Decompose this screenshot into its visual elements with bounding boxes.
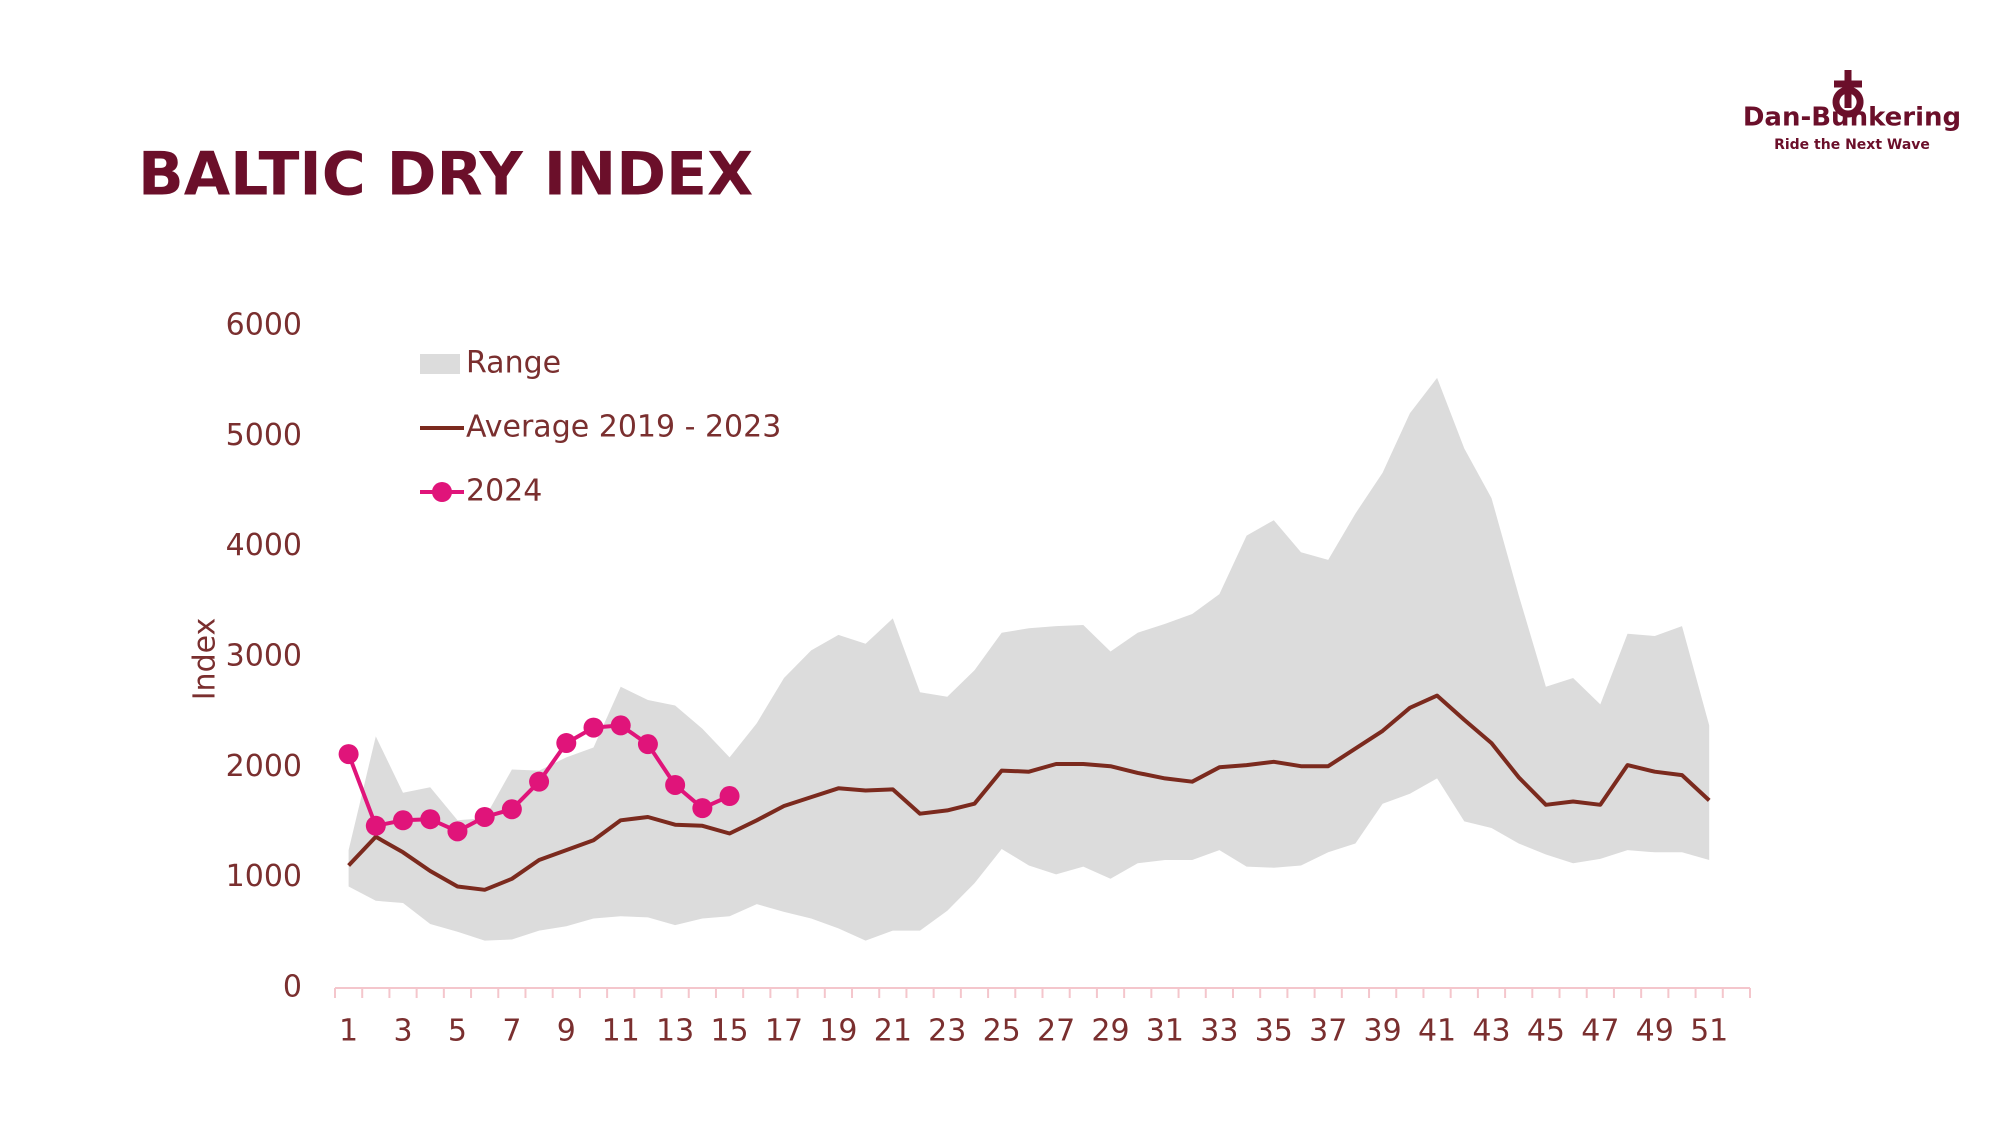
x-tick-label: 33 xyxy=(1200,1014,1238,1049)
series-marker xyxy=(529,771,550,792)
x-tick-label: 15 xyxy=(710,1014,748,1049)
x-tick-label: 13 xyxy=(656,1014,694,1049)
x-tick-label: 25 xyxy=(983,1014,1021,1049)
x-tick-label: 21 xyxy=(874,1014,912,1049)
x-tick-label: 45 xyxy=(1527,1014,1565,1049)
chart-title: BALTIC DRY INDEX xyxy=(138,140,753,210)
x-tick-label: 49 xyxy=(1636,1014,1674,1049)
series-marker xyxy=(583,717,604,738)
y-tick-label: 0 xyxy=(283,970,302,1005)
series-marker xyxy=(692,798,713,819)
y-tick-label: 6000 xyxy=(226,308,302,343)
series-marker xyxy=(719,786,740,807)
x-tick-label: 19 xyxy=(819,1014,857,1049)
y-tick-label: 1000 xyxy=(226,859,302,894)
x-tick-label: 41 xyxy=(1418,1014,1456,1049)
y-tick-label: 2000 xyxy=(226,749,302,784)
x-tick-label: 9 xyxy=(557,1014,576,1049)
series-marker xyxy=(447,821,468,842)
series-marker xyxy=(665,774,686,795)
series-marker xyxy=(338,744,359,765)
legend-label: Range xyxy=(466,346,561,381)
x-tick-label: 39 xyxy=(1364,1014,1402,1049)
legend-marker xyxy=(432,482,452,502)
logo-name: Dan-Bunkering xyxy=(1743,103,1961,133)
series-line xyxy=(347,693,1711,892)
x-tick-label: 3 xyxy=(393,1014,412,1049)
y-axis-label: Index xyxy=(188,618,223,701)
x-tick-label: 29 xyxy=(1091,1014,1129,1049)
x-tick-label: 23 xyxy=(928,1014,966,1049)
x-tick-label: 37 xyxy=(1309,1014,1347,1049)
y-tick-label: 5000 xyxy=(226,418,302,453)
x-tick-label: 27 xyxy=(1037,1014,1075,1049)
logo-tagline: Ride the Next Wave xyxy=(1774,137,1930,153)
x-tick-label: 43 xyxy=(1472,1014,1510,1049)
series-marker xyxy=(365,815,386,836)
x-tick-label: 1 xyxy=(339,1014,358,1049)
logo-icon xyxy=(1832,70,1864,118)
y-tick-label: 3000 xyxy=(226,639,302,674)
series-marker xyxy=(501,799,522,820)
x-tick-label: 35 xyxy=(1255,1014,1293,1049)
series-marker xyxy=(474,806,495,827)
series-marker xyxy=(610,715,631,736)
x-tick-label: 5 xyxy=(448,1014,467,1049)
legend-label: 2024 xyxy=(466,474,542,509)
legend-label: Average 2019 - 2023 xyxy=(466,410,781,445)
legend-swatch xyxy=(420,354,460,374)
range-area xyxy=(348,377,1710,941)
series-marker xyxy=(420,809,441,830)
x-tick-label: 11 xyxy=(602,1014,640,1049)
y-tick-label: 4000 xyxy=(226,528,302,563)
x-tick-label: 31 xyxy=(1146,1014,1184,1049)
series-marker xyxy=(556,733,577,754)
series-marker xyxy=(637,734,658,755)
series-marker xyxy=(393,810,414,831)
x-tick-label: 17 xyxy=(765,1014,803,1049)
x-tick-label: 47 xyxy=(1581,1014,1619,1049)
x-tick-label: 51 xyxy=(1690,1014,1728,1049)
logo: Dan-Bunkering Ride the Next Wave xyxy=(1743,70,1961,153)
x-tick-label: 7 xyxy=(502,1014,521,1049)
